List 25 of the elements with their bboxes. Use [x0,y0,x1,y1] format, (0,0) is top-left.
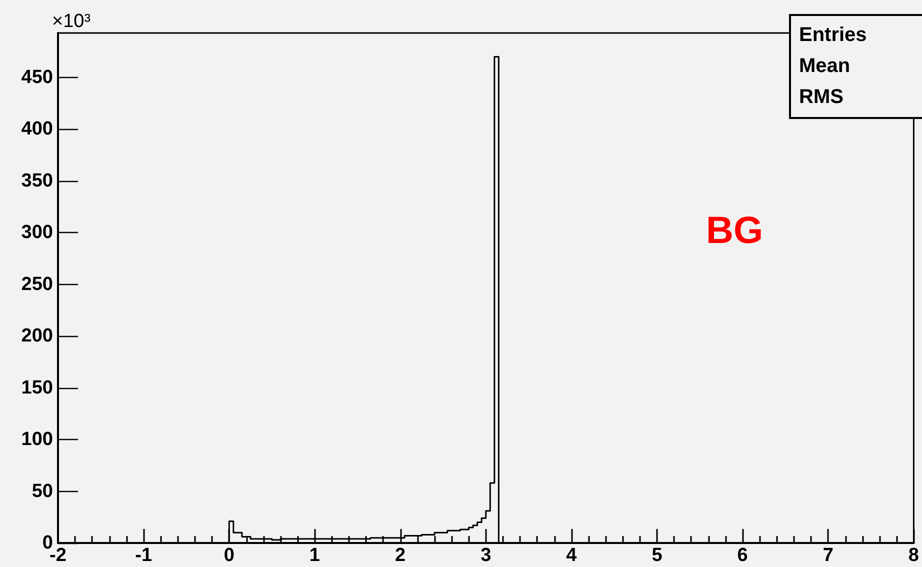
y-tick-label: 100 [21,429,53,450]
y-tick-label: 250 [21,274,53,295]
annotation: BG [706,210,763,252]
x-tick-label: 7 [822,545,834,566]
x-tick-label: 6 [737,545,748,566]
x-tick-label: 1 [309,545,320,566]
annotation: Mean [799,54,852,79]
y-tick-label: 350 [21,170,53,192]
x-tick-label: 4 [566,545,578,566]
annotation: Entries [799,23,868,48]
x-tick-label: 8 [908,545,920,566]
x-tick-label: 0 [224,545,234,566]
x-tick-label: 5 [652,545,663,566]
x-tick-label: 2 [395,545,406,566]
y-tick-label: 150 [21,377,53,398]
y-tick-label: 300 [21,222,53,244]
y-tick-label: 200 [21,326,53,347]
stats-box: Entries Mean RMS [789,14,922,119]
y-tick-label: 400 [21,118,53,140]
y-tick-label: 450 [21,66,53,88]
x-tick-label: -1 [135,545,152,566]
y-tick-label: 50 [32,480,53,502]
y-axis-title: ×10³ [52,11,91,32]
annotation: RMS [799,85,844,110]
x-tick-label: 3 [480,545,492,566]
